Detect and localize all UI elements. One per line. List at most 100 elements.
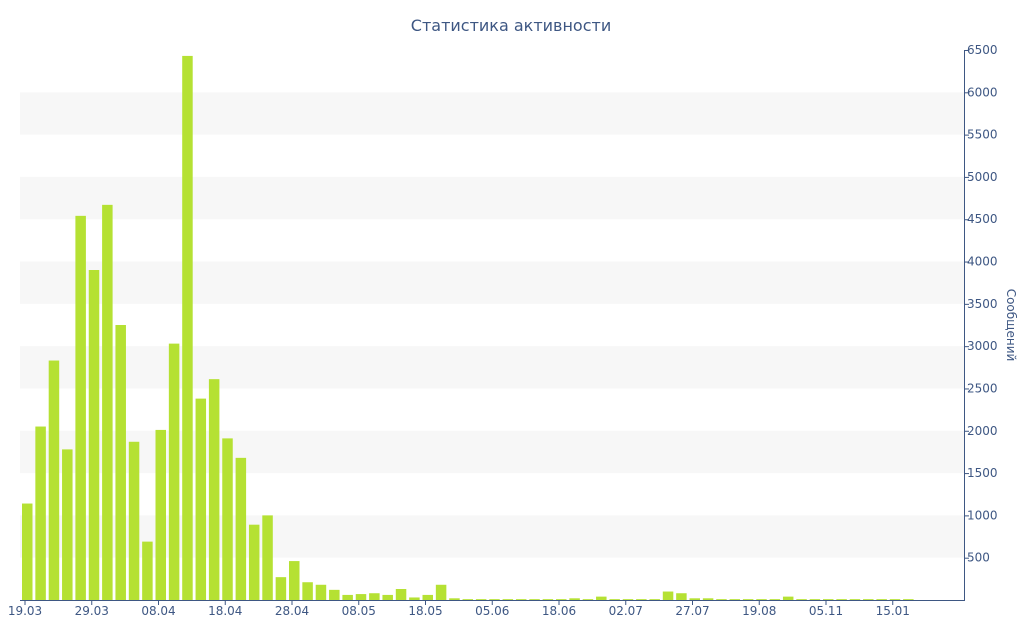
bar — [596, 596, 607, 600]
y-tick-label: 4000 — [967, 255, 998, 269]
bar — [702, 598, 714, 600]
bar — [863, 599, 874, 600]
y-tick-label: 1500 — [967, 466, 998, 480]
bar — [676, 593, 687, 600]
bar — [716, 599, 727, 600]
bar — [102, 204, 113, 600]
x-tick-label: 15.01 — [876, 604, 910, 618]
grid-band — [20, 346, 964, 389]
bar — [475, 599, 487, 600]
bar — [409, 597, 420, 600]
bar — [222, 438, 233, 600]
bar — [529, 599, 540, 600]
bar — [609, 599, 620, 600]
bar — [88, 270, 100, 600]
chart-title: Статистика активности — [411, 16, 611, 35]
bar — [489, 599, 500, 600]
bar — [502, 599, 514, 600]
x-tick-label: 08.05 — [342, 604, 376, 618]
x-tick-label: 05.11 — [809, 604, 843, 618]
x-tick-label: 29.03 — [75, 604, 109, 618]
bar — [556, 599, 567, 600]
y-tick-label: 2000 — [967, 424, 998, 438]
bar — [889, 599, 901, 600]
bar — [649, 599, 660, 600]
bar — [208, 379, 220, 600]
bar — [382, 594, 393, 600]
y-tick-label: 5000 — [967, 170, 998, 184]
bar — [662, 591, 674, 600]
y-tick-label: 5500 — [967, 128, 998, 142]
y-axis-label: Сообщений — [1004, 289, 1018, 362]
x-tick-label: 28.04 — [275, 604, 309, 618]
bars-group — [22, 55, 914, 601]
bar — [182, 55, 193, 601]
bar — [128, 441, 140, 600]
bar — [395, 589, 407, 600]
grid-bands — [20, 92, 964, 558]
y-tick-label: 2500 — [967, 381, 998, 395]
bar — [302, 582, 313, 600]
bar — [515, 599, 527, 600]
y-tick-label: 6500 — [967, 43, 998, 57]
bar — [849, 599, 861, 600]
x-tick-label: 02.07 — [609, 604, 643, 618]
bar — [636, 599, 647, 600]
grid-band — [20, 92, 964, 135]
bar — [48, 360, 60, 600]
grid-band — [20, 176, 964, 220]
y-tick-label: 3000 — [967, 339, 998, 353]
x-tick-label: 19.03 — [8, 604, 42, 618]
bar — [248, 524, 260, 600]
bar — [342, 594, 353, 600]
bar — [742, 599, 754, 600]
x-tick-label: 27.07 — [675, 604, 709, 618]
bar — [369, 593, 380, 600]
bar — [622, 599, 634, 600]
bar — [35, 426, 46, 600]
bar — [769, 599, 781, 600]
y-axis-ticks: 500 1000 1500 2000 2500 3000 3500 4000 4500 5000 5… — [964, 43, 998, 565]
bar — [75, 215, 86, 600]
bar — [62, 449, 73, 600]
bar — [155, 429, 166, 600]
bar — [836, 599, 847, 600]
bar — [582, 599, 594, 600]
bar — [195, 398, 207, 600]
bar — [903, 599, 914, 600]
y-tick-label: 1000 — [967, 508, 998, 522]
bar — [729, 599, 741, 600]
y-tick-label: 4500 — [967, 212, 998, 226]
bar — [435, 584, 447, 600]
bar — [823, 599, 834, 600]
bar — [542, 599, 554, 600]
x-tick-label: 05.06 — [475, 604, 509, 618]
y-tick-label: 6000 — [967, 85, 998, 99]
bar — [115, 325, 126, 600]
bar — [462, 599, 474, 600]
bar — [782, 596, 794, 600]
bar — [449, 598, 460, 600]
bar — [262, 515, 273, 600]
x-tick-label: 18.04 — [208, 604, 242, 618]
bar — [809, 599, 821, 600]
y-tick-label: 500 — [967, 551, 990, 565]
x-tick-label: 08.04 — [141, 604, 175, 618]
grid-band — [20, 261, 964, 304]
bar — [796, 599, 807, 600]
y-tick-label: 3500 — [967, 297, 998, 311]
bar — [315, 584, 327, 600]
bar — [355, 594, 367, 600]
bar — [689, 598, 700, 600]
x-axis-ticks: 19.03 29.03 08.04 18.04 28.04 08.05 18.05 05.06… — [8, 600, 910, 618]
x-tick-label: 19.08 — [742, 604, 776, 618]
bar — [329, 589, 340, 600]
bar — [22, 503, 33, 600]
bar — [422, 594, 433, 600]
bar — [235, 457, 247, 600]
bar — [275, 577, 287, 600]
bar — [168, 343, 180, 600]
x-tick-label: 18.05 — [408, 604, 442, 618]
